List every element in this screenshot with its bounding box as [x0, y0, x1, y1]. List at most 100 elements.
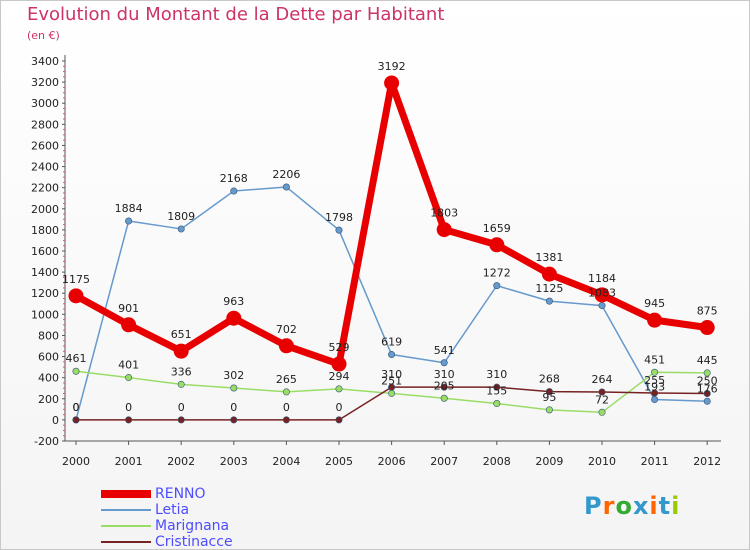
x-tick-label: 2008	[483, 455, 511, 468]
data-label-marignana: 401	[118, 359, 139, 372]
data-label-marignana: 95	[542, 391, 556, 404]
legend-swatch-renno	[101, 490, 151, 498]
data-label-letia: 0	[73, 401, 80, 414]
data-label-cristinacce: 310	[381, 368, 402, 381]
y-tick-label: 2400	[31, 161, 59, 174]
y-tick-label: 2800	[31, 118, 59, 131]
data-label-cristinacce: 0	[73, 401, 80, 414]
y-tick-label: 1200	[31, 287, 59, 300]
y-tick-label: 1600	[31, 245, 59, 258]
data-labels-layer: 1175 901 651 963 702 529 3192 1803 1659 1381 1184 9…	[62, 60, 718, 414]
y-tick-label: 200	[38, 393, 59, 406]
x-tick-label: 2005	[325, 455, 353, 468]
data-label-marignana: 205	[434, 379, 455, 392]
data-point-cristinacce	[177, 416, 185, 424]
y-tick-label: 1800	[31, 224, 59, 237]
data-point-cristinacce	[72, 416, 80, 424]
data-point-marignana	[545, 406, 553, 414]
data-label-letia: 2206	[272, 168, 300, 181]
data-label-letia: 1083	[588, 287, 616, 300]
x-tick-label: 2000	[62, 455, 90, 468]
data-label-renno: 1175	[62, 273, 90, 286]
data-point-renno	[384, 75, 400, 91]
data-label-marignana: 461	[66, 352, 87, 365]
x-tick-label: 2003	[220, 455, 248, 468]
data-label-cristinacce: 0	[178, 401, 185, 414]
data-point-marignana	[230, 384, 238, 392]
data-point-letia	[703, 397, 711, 405]
data-point-renno	[331, 356, 347, 372]
logo-letter: x	[632, 492, 650, 520]
chart-subtitle: (en €)	[27, 29, 60, 42]
data-point-marignana	[335, 385, 343, 393]
logo-letter: i	[671, 492, 681, 520]
data-point-renno	[436, 222, 452, 238]
y-tick-label: 3400	[31, 55, 59, 68]
data-point-marignana	[177, 380, 185, 388]
legend-label-letia: Letia	[155, 502, 190, 518]
data-point-letia	[282, 183, 290, 191]
data-label-renno: 875	[697, 305, 718, 318]
chart-title: Evolution du Montant de la Dette par Hab…	[27, 4, 445, 25]
data-point-letia	[651, 396, 659, 404]
chart-axes: -200020040060080010001200140016001800200…	[31, 55, 721, 468]
data-label-renno: 901	[118, 302, 139, 315]
legend-label-cristinacce: Cristinacce	[155, 534, 233, 550]
data-point-marignana	[125, 374, 133, 382]
data-label-renno: 1659	[483, 222, 511, 235]
data-point-cristinacce	[282, 416, 290, 424]
y-tick-label: 400	[38, 372, 59, 385]
data-point-renno	[699, 320, 715, 336]
data-point-letia	[335, 226, 343, 234]
logo-letter: P	[584, 492, 603, 520]
data-point-cristinacce	[125, 416, 133, 424]
data-label-cristinacce: 255	[644, 374, 665, 387]
legend-label-renno: RENNO	[155, 486, 206, 502]
data-point-cristinacce	[335, 416, 343, 424]
data-label-renno: 945	[644, 297, 665, 310]
data-point-renno	[278, 338, 294, 354]
x-tick-label: 2010	[588, 455, 616, 468]
data-point-marignana	[651, 368, 659, 376]
data-label-cristinacce: 0	[230, 401, 237, 414]
y-tick-label: 3200	[31, 76, 59, 89]
data-label-marignana: 155	[486, 385, 507, 398]
data-label-renno: 3192	[378, 60, 406, 73]
legend-swatch-cristinacce	[101, 541, 151, 543]
y-tick-label: 2000	[31, 203, 59, 216]
data-label-letia: 1272	[483, 267, 511, 280]
data-point-letia	[598, 302, 606, 310]
data-point-renno	[489, 237, 505, 253]
data-label-letia: 1125	[535, 282, 563, 295]
y-tick-label: 800	[38, 329, 59, 342]
data-label-cristinacce: 310	[434, 368, 455, 381]
y-tick-label: 1400	[31, 266, 59, 279]
data-point-letia	[545, 297, 553, 305]
series-line-renno	[72, 79, 711, 368]
data-label-marignana: 294	[329, 370, 350, 383]
data-point-letia	[177, 225, 185, 233]
data-label-renno: 1803	[430, 207, 458, 220]
data-point-renno	[68, 288, 84, 304]
data-label-cristinacce: 264	[592, 373, 613, 386]
data-point-marignana	[598, 408, 606, 416]
logo-letter: r	[602, 492, 616, 520]
y-tick-label: 0	[52, 414, 59, 427]
series-layer	[68, 75, 715, 424]
legend-swatch-marignana	[101, 525, 151, 527]
data-label-letia: 1809	[167, 210, 195, 223]
data-point-cristinacce	[230, 416, 238, 424]
data-label-renno: 1184	[588, 272, 616, 285]
x-tick-label: 2011	[641, 455, 669, 468]
data-point-cristinacce	[440, 383, 448, 391]
logo-letter: o	[615, 492, 633, 520]
x-tick-label: 2006	[378, 455, 406, 468]
data-point-marignana	[703, 369, 711, 377]
data-label-cristinacce: 310	[486, 368, 507, 381]
data-point-cristinacce	[651, 389, 659, 397]
data-label-letia: 2168	[220, 172, 248, 185]
data-label-letia: 619	[381, 336, 402, 349]
data-label-marignana: 445	[697, 354, 718, 367]
